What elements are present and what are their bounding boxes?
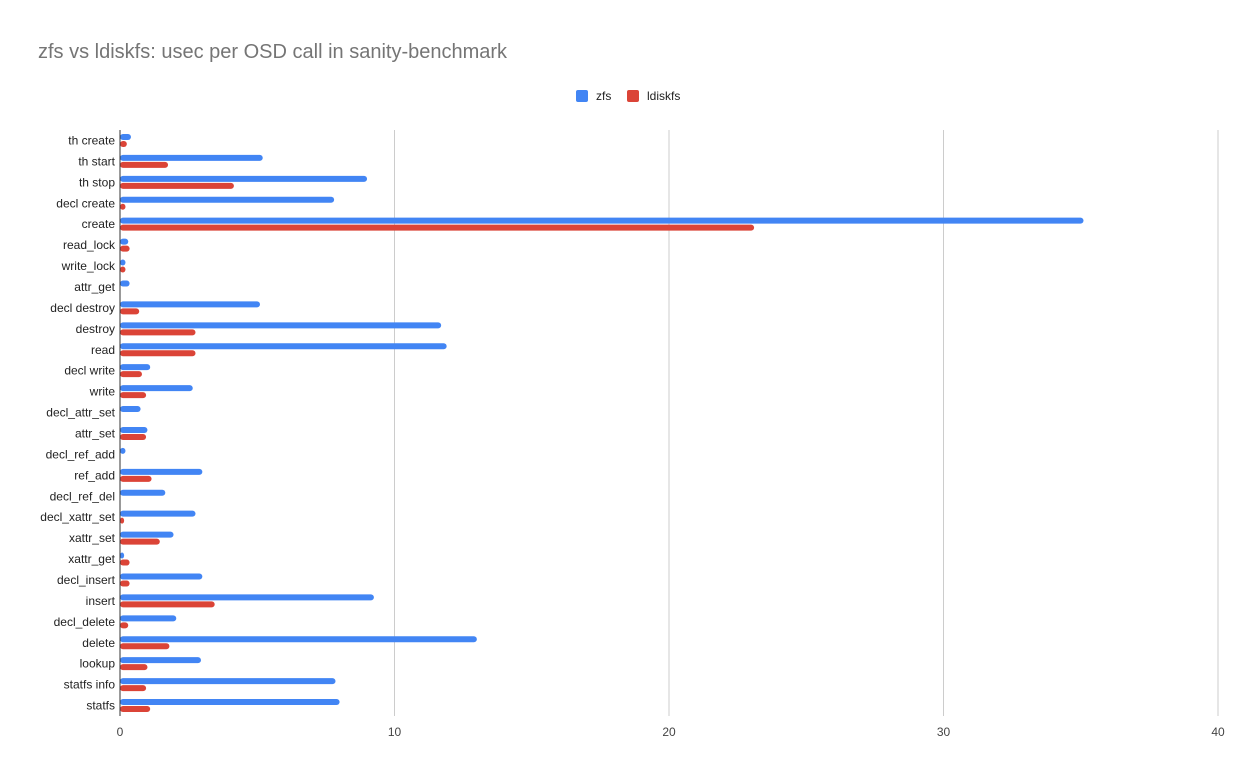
bar-zfs (120, 343, 447, 350)
bar-ldiskfs (120, 371, 142, 378)
category-label: decl_ref_del (50, 489, 115, 503)
category-label: decl_xattr_set (40, 510, 115, 524)
category-label: lookup (80, 657, 116, 671)
bar-zfs (120, 510, 196, 517)
bar-zfs (120, 133, 131, 140)
bar-zfs (120, 636, 477, 643)
bar-ldiskfs (120, 245, 130, 252)
bar-zfs (120, 238, 129, 245)
category-label: th start (78, 154, 115, 168)
bar-ldiskfs (120, 392, 147, 399)
x-tick-label: 0 (117, 725, 124, 739)
bar-ldiskfs (120, 433, 147, 440)
category-label: create (82, 217, 116, 231)
bar-ldiskfs (120, 643, 170, 650)
bar-ldiskfs (120, 224, 755, 231)
bar-zfs (120, 657, 201, 664)
bar-ldiskfs (120, 622, 129, 629)
category-label: write_lock (61, 259, 116, 273)
category-label: ref_add (74, 468, 115, 482)
legend-label-zfs: zfs (596, 89, 611, 103)
bar-ldiskfs (120, 329, 196, 336)
bar-ldiskfs (120, 580, 130, 587)
bar-zfs (120, 196, 335, 203)
x-tick-label: 10 (388, 725, 402, 739)
category-label: read (91, 343, 115, 357)
bar-ldiskfs (120, 140, 127, 147)
category-labels: th create th start th stop decl create creat… (40, 133, 116, 712)
legend-label-ldiskfs: ldiskfs (647, 89, 680, 103)
category-label: statfs (86, 699, 115, 713)
category-label: decl write (64, 364, 115, 378)
bar-zfs (120, 489, 166, 496)
x-tick-label: 20 (662, 725, 676, 739)
bar-zfs (120, 364, 151, 371)
category-label: attr_set (75, 426, 116, 440)
category-label: destroy (76, 322, 115, 336)
category-label: insert (86, 594, 116, 608)
bar-zfs (120, 217, 1084, 224)
bar-zfs (120, 447, 126, 454)
bar-zfs (120, 259, 126, 266)
x-tick-label: 40 (1211, 725, 1225, 739)
bar-ldiskfs (120, 664, 148, 671)
category-label: write (89, 385, 116, 399)
bar-zfs (120, 385, 193, 392)
bar-ldiskfs (120, 685, 147, 692)
bar-ldiskfs (120, 308, 140, 315)
bar-zfs (120, 678, 336, 685)
bar-ldiskfs (120, 266, 126, 273)
category-label: statfs info (64, 678, 116, 692)
bar-ldiskfs (120, 538, 160, 545)
category-label: decl destroy (50, 301, 115, 315)
bar-zfs (120, 468, 203, 475)
bar-zfs (120, 531, 174, 538)
bar-ldiskfs (120, 706, 151, 713)
bar-zfs (120, 552, 125, 559)
legend: zfs ldiskfs (576, 89, 680, 103)
category-label: decl_attr_set (46, 406, 115, 420)
bar-zfs (120, 615, 177, 622)
legend-swatch-ldiskfs (627, 90, 639, 102)
category-label: delete (82, 636, 115, 650)
bar-ldiskfs (120, 475, 152, 482)
bar-zfs (120, 322, 442, 329)
x-tick-label: 30 (937, 725, 951, 739)
bar-zfs (120, 699, 340, 706)
category-label: read_lock (63, 238, 116, 252)
bar-zfs (120, 280, 130, 287)
bars (120, 133, 1084, 713)
bar-zfs (120, 406, 141, 413)
bar-zfs (120, 301, 260, 308)
bar-zfs (120, 426, 148, 433)
chart-title: zfs vs ldiskfs: usec per OSD call in san… (38, 41, 508, 63)
bar-ldiskfs (120, 559, 130, 566)
category-label: attr_get (74, 280, 115, 294)
bar-zfs (120, 573, 203, 580)
bar-ldiskfs (120, 161, 169, 168)
category-label: th create (68, 133, 115, 147)
bar-ldiskfs (120, 182, 234, 189)
bar-ldiskfs (120, 203, 126, 210)
category-label: decl create (56, 196, 115, 210)
category-label: decl_ref_add (46, 447, 115, 461)
x-tick-labels: 0 10 20 30 40 (117, 725, 1225, 739)
category-label: decl_delete (54, 615, 116, 629)
bar-zfs (120, 175, 368, 182)
category-label: xattr_set (69, 531, 116, 545)
category-label: decl_insert (57, 573, 116, 587)
bar-zfs (120, 154, 263, 161)
category-label: xattr_get (68, 552, 115, 566)
bar-ldiskfs (120, 517, 125, 524)
bar-zfs (120, 594, 374, 601)
legend-swatch-zfs (576, 90, 588, 102)
category-label: th stop (79, 175, 115, 189)
bar-ldiskfs (120, 601, 215, 608)
bar-ldiskfs (120, 350, 196, 357)
